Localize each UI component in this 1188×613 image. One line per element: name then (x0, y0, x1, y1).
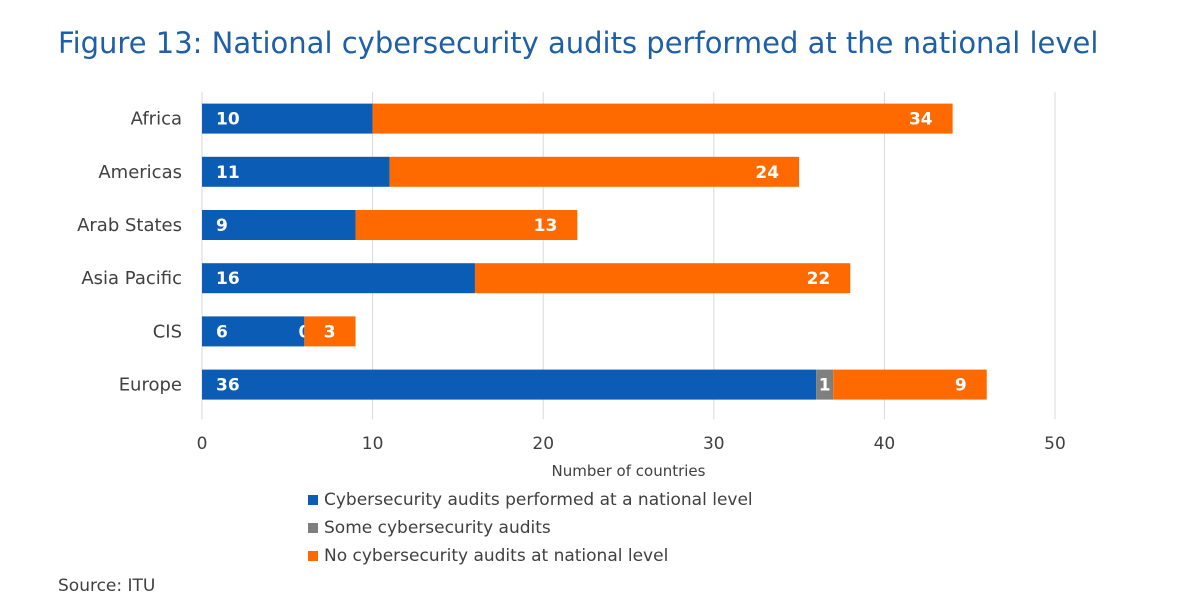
data-label: 34 (909, 110, 933, 130)
data-label: 11 (216, 163, 240, 183)
data-label: 13 (534, 216, 558, 236)
bar-segment (202, 316, 305, 347)
category-label: Arab States (77, 215, 182, 236)
legend-item-none: No cybersecurity audits at national leve… (308, 542, 753, 570)
legend: Cybersecurity audits performed at a nati… (308, 486, 753, 570)
legend-label-none: No cybersecurity audits at national leve… (324, 546, 669, 566)
bar-segment (355, 210, 578, 240)
data-label: 1 (819, 376, 831, 396)
data-label: 9 (955, 376, 967, 396)
bar-segment (202, 369, 817, 400)
bar-segment (202, 263, 475, 294)
bar-segment (372, 103, 953, 134)
data-label: 22 (807, 269, 831, 289)
x-axis-title: Number of countries (552, 462, 706, 480)
legend-item-national: Cybersecurity audits performed at a nati… (308, 486, 753, 514)
chart-title: Figure 13: National cybersecurity audits… (58, 26, 1099, 60)
legend-label-national: Cybersecurity audits performed at a nati… (324, 490, 753, 510)
bar-segment (202, 156, 390, 187)
x-tick-label: 50 (1044, 434, 1066, 454)
category-label: Americas (98, 162, 182, 183)
bar-segment (202, 210, 356, 240)
legend-item-some: Some cybersecurity audits (308, 514, 753, 542)
bar-segment (202, 103, 373, 134)
data-label: 6 (216, 322, 228, 342)
category-label: Europe (119, 375, 182, 396)
x-tick-label: 20 (532, 434, 554, 454)
data-label: 16 (216, 269, 240, 289)
data-label: 24 (755, 163, 779, 183)
data-label: 10 (216, 110, 240, 130)
legend-swatch-none (308, 551, 318, 561)
source-note: Source: ITU (58, 576, 156, 596)
category-label: Asia Pacific (81, 268, 182, 289)
x-tick-label: 10 (362, 434, 384, 454)
x-tick-label: 40 (874, 434, 896, 454)
legend-swatch-some (308, 523, 318, 533)
bar-segment (389, 156, 800, 187)
x-tick-label: 0 (197, 434, 208, 454)
legend-label-some: Some cybersecurity audits (324, 518, 551, 538)
bar-segment (304, 316, 356, 347)
category-label: CIS (153, 321, 182, 342)
data-label: 9 (216, 216, 228, 236)
data-label: 3 (324, 322, 336, 342)
category-label: Africa (131, 109, 182, 130)
bar-segment (833, 369, 987, 400)
x-tick-label: 30 (703, 434, 725, 454)
data-label: 36 (216, 376, 240, 396)
legend-swatch-national (308, 495, 318, 505)
bar-segment (816, 369, 834, 400)
bar-segment (474, 263, 851, 294)
